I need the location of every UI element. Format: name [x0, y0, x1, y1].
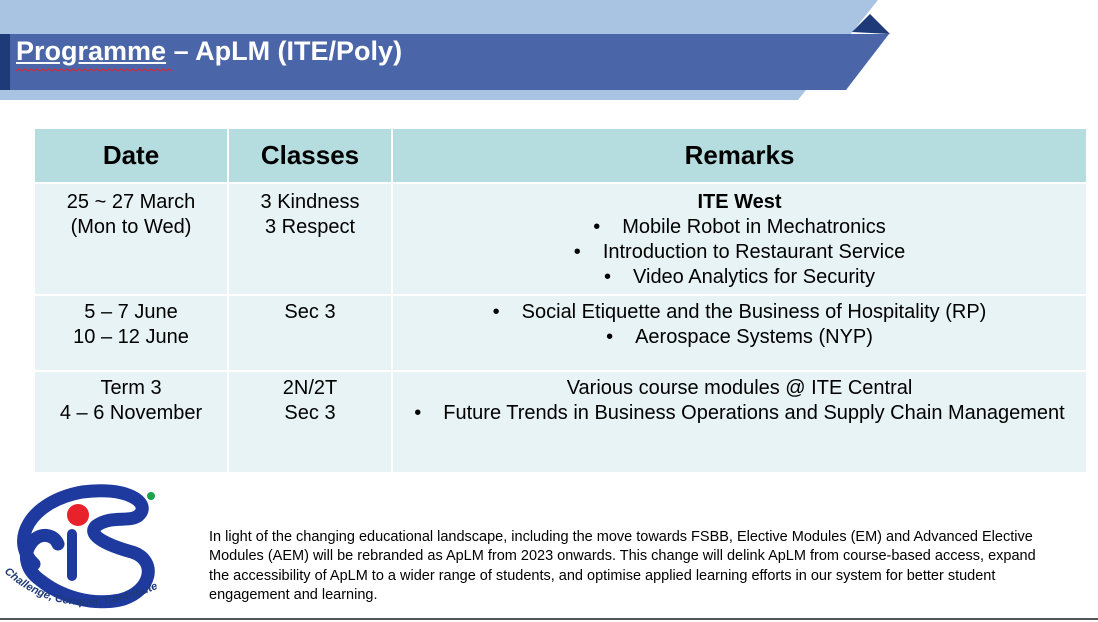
title-rest: – ApLM (ITE/Poly)	[166, 36, 403, 66]
remarks-cell: Social Etiquette and the Business of Hos…	[391, 294, 1088, 372]
class-line: Sec 3	[284, 402, 336, 424]
header-remarks: Remarks	[391, 127, 1088, 184]
remarks-cell: ITE West Mobile Robot in Mechatronics In…	[391, 182, 1088, 296]
date-cell: 5 – 7 June 10 – 12 June	[33, 294, 229, 372]
logo-green-dot	[147, 492, 155, 500]
classes-cell: Sec 3	[227, 294, 393, 372]
date-cell: 25 ~ 27 March (Mon to Wed)	[33, 182, 229, 296]
class-line: 2N/2T	[282, 377, 338, 399]
class-line: 3 Kindness	[260, 191, 360, 213]
table-header-row: Date Classes Remarks	[33, 127, 1088, 184]
date-cell: Term 3 4 – 6 November	[33, 370, 229, 474]
page-title: Programme – ApLM (ITE/Poly)	[16, 36, 403, 72]
remarks-bullet: Social Etiquette and the Business of Hos…	[393, 300, 1086, 325]
table-row: 5 – 7 June 10 – 12 June Sec 3 Social Eti…	[33, 294, 1088, 372]
classes-cell: 3 Kindness 3 Respect	[227, 182, 393, 296]
footnote-text: In light of the changing educational lan…	[209, 529, 1036, 603]
table-row: 25 ~ 27 March (Mon to Wed) 3 Kindness 3 …	[33, 182, 1088, 296]
remarks-heading: Various course modules @ ITE Central	[566, 377, 913, 399]
date-line: 10 – 12 June	[73, 326, 189, 348]
table-row: Term 3 4 – 6 November 2N/2T Sec 3 Variou…	[33, 370, 1088, 474]
remarks-cell: Various course modules @ ITE Central Fut…	[391, 370, 1088, 474]
remarks-bullet: Aerospace Systems (NYP)	[393, 325, 1086, 350]
class-line: Sec 3	[284, 301, 336, 323]
date-line: 25 ~ 27 March	[66, 191, 196, 213]
remarks-heading: ITE West	[697, 191, 782, 213]
remarks-bullet: Mobile Robot in Mechatronics	[393, 215, 1086, 240]
remarks-bullet: Introduction to Restaurant Service	[393, 240, 1086, 265]
date-line: 4 – 6 November	[59, 402, 203, 424]
header-date: Date	[33, 127, 229, 184]
remarks-bullet: Future Trends in Business Operations and…	[393, 401, 1086, 426]
school-logo: Challenge, Conquer, Contribute	[2, 484, 159, 609]
banner-left-edge	[0, 34, 10, 90]
header-classes: Classes	[227, 127, 393, 184]
classes-cell: 2N/2T Sec 3	[227, 370, 393, 474]
logo-swoosh	[17, 484, 155, 609]
remarks-bullet: Video Analytics for Security	[393, 265, 1086, 290]
class-line: 3 Respect	[264, 216, 356, 238]
banner-dark-band	[0, 34, 889, 90]
bottom-divider	[0, 618, 1098, 620]
logo-red-dot	[67, 504, 89, 526]
title-programme: Programme	[16, 36, 167, 66]
programme-table: Date Classes Remarks 25 ~ 27 March (Mon …	[33, 127, 1088, 474]
banner-navy-accent	[852, 14, 890, 34]
title-banner	[0, 0, 890, 100]
date-line: Term 3	[100, 377, 162, 399]
date-line: 5 – 7 June	[84, 301, 178, 323]
spellcheck-squiggle	[16, 68, 173, 72]
date-line: (Mon to Wed)	[70, 216, 192, 238]
